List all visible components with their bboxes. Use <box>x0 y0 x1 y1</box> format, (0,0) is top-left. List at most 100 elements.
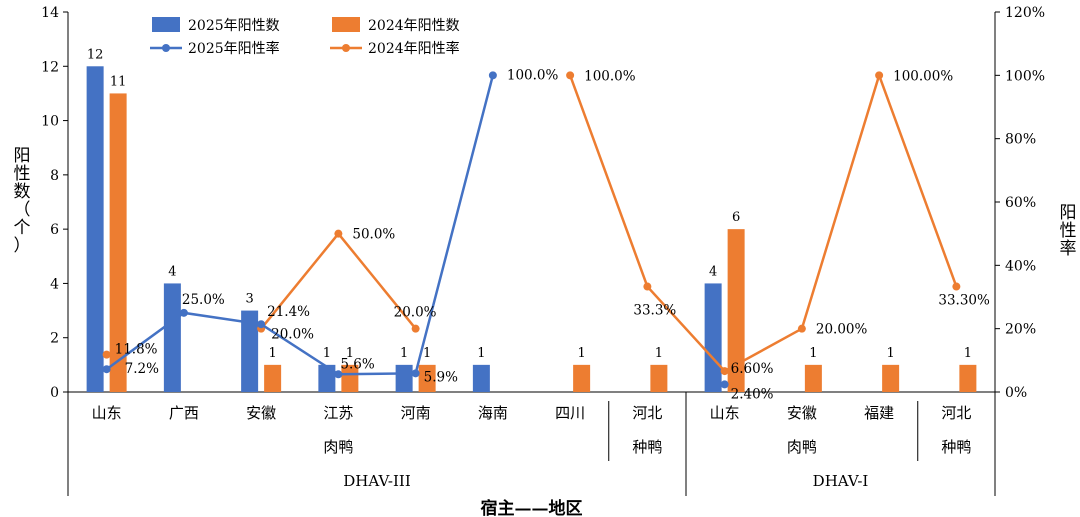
legend-marker <box>342 44 350 52</box>
right-tick-label: 60% <box>1005 195 1036 211</box>
bar-2025 <box>86 66 104 393</box>
category-label: 福建 <box>864 404 894 422</box>
right-tick-label: 20% <box>1005 322 1036 338</box>
bar-2024-value: 1 <box>423 346 431 361</box>
bar-2025 <box>318 364 336 392</box>
group-label: DHAV-III <box>343 472 411 490</box>
legend-label: 2024年阳性率 <box>368 40 460 57</box>
rate-2024-point <box>875 71 884 80</box>
right-axis-title: 阳性率 <box>1060 203 1077 259</box>
bar-2024 <box>341 364 359 392</box>
bar-2024-value: 1 <box>809 346 817 361</box>
rate-2024-point <box>411 324 420 333</box>
left-tick-label: 10 <box>41 114 59 130</box>
rate-2024-point <box>566 71 575 80</box>
bar-2024 <box>727 229 745 392</box>
rate-2024-label: 6.60% <box>731 361 774 377</box>
rate-2024-label: 11.8% <box>115 342 158 358</box>
bar-2024-value: 1 <box>886 346 894 361</box>
rate-2024-point <box>102 350 111 359</box>
bar-2024-value: 1 <box>577 346 585 361</box>
host-label: 肉鸭 <box>323 438 353 456</box>
left-tick-label: 8 <box>50 168 59 184</box>
rate-2024-label: 33.30% <box>938 293 990 309</box>
bar-2024-value: 1 <box>964 346 972 361</box>
bar-2025-value: 3 <box>245 292 253 307</box>
legend-label: 2024年阳性数 <box>368 18 460 34</box>
category-label: 广西 <box>169 404 199 422</box>
category-label: 四川 <box>555 404 585 422</box>
bar-2025-value: 1 <box>400 346 408 361</box>
rate-2024-label: 20.0% <box>394 305 437 321</box>
rate-2024-point <box>720 367 729 376</box>
left-tick-label: 12 <box>41 59 59 75</box>
bar-2024 <box>650 364 668 392</box>
bar-2024-value: 1 <box>346 346 354 361</box>
bar-2024 <box>109 93 127 392</box>
legend-label: 2025年阳性率 <box>188 40 280 57</box>
category-label: 河北 <box>941 404 971 422</box>
left-tick-label: 2 <box>50 331 59 347</box>
bar-2025 <box>241 310 259 392</box>
bar-2024-value: 6 <box>732 210 740 225</box>
left-tick-label: 6 <box>50 222 59 238</box>
left-tick-label: 14 <box>41 5 59 21</box>
rate-2025-label: 7.2% <box>125 361 159 377</box>
rate-2025-point <box>720 380 729 389</box>
rate-2025-point <box>411 369 420 378</box>
category-label: 安徽 <box>787 404 817 422</box>
rate-2024-label: 100.00% <box>893 68 953 84</box>
right-tick-label: 80% <box>1005 132 1036 148</box>
bar-2025 <box>163 283 181 392</box>
bar-2025 <box>704 283 722 392</box>
rate-2024-point <box>797 324 806 333</box>
rate-2025-label: 2.40% <box>731 386 774 402</box>
right-tick-label: 100% <box>1005 68 1045 84</box>
left-axis-title: 阳性数（个） <box>14 146 31 256</box>
rate-2024-point <box>952 282 961 291</box>
group-label: DHAV-I <box>813 472 869 490</box>
bar-2024 <box>573 364 591 392</box>
rate-2024-point <box>334 229 343 238</box>
bar-2025-value: 1 <box>323 346 331 361</box>
bar-2024 <box>882 364 900 392</box>
rate-2024-line <box>568 71 958 373</box>
bar-2024 <box>959 364 977 392</box>
bar-2024 <box>804 364 822 392</box>
bar-2024 <box>264 364 282 392</box>
rate-2024-point <box>643 282 652 291</box>
host-label: 种鸭 <box>941 438 971 456</box>
rate-2025-point <box>488 71 497 80</box>
rate-2024-label: 100.0% <box>584 68 636 84</box>
category-label: 河北 <box>632 404 662 422</box>
bar-2025-value: 12 <box>87 47 104 62</box>
legend-label: 2025年阳性数 <box>188 18 280 34</box>
host-label: 种鸭 <box>632 438 662 456</box>
legend-marker <box>162 44 170 52</box>
bar-2025-value: 4 <box>168 264 176 279</box>
rate-2025-line <box>105 75 495 376</box>
left-tick-label: 0 <box>50 385 59 401</box>
bar-2024-value: 11 <box>110 74 127 89</box>
category-label: 江苏 <box>323 404 353 422</box>
rate-2024-label: 50.0% <box>352 227 395 243</box>
bar-2025-value: 1 <box>477 346 485 361</box>
bar-2024 <box>418 364 436 392</box>
bar-2025 <box>395 364 413 392</box>
rate-2025-label: 25.0% <box>182 292 225 308</box>
x-axis-title: 宿主——地区 <box>481 498 583 517</box>
rate-2025-label: 21.4% <box>267 304 310 320</box>
rate-2025-label: 5.9% <box>424 369 458 385</box>
rate-2024-label: 33.3% <box>633 303 676 319</box>
rate-2024-label: 20.00% <box>816 322 868 338</box>
rate-2025-point <box>102 365 111 374</box>
rate-2025-label: 5.6% <box>340 356 374 372</box>
rate-2025-point <box>179 308 188 317</box>
category-label: 山东 <box>92 404 122 422</box>
rate-2025-point <box>334 370 343 379</box>
rate-2024-label: 20.0% <box>271 327 314 343</box>
category-label: 山东 <box>710 404 740 422</box>
legend-swatch <box>332 17 360 32</box>
rate-2025-point <box>257 320 266 329</box>
category-label: 河南 <box>401 404 431 422</box>
